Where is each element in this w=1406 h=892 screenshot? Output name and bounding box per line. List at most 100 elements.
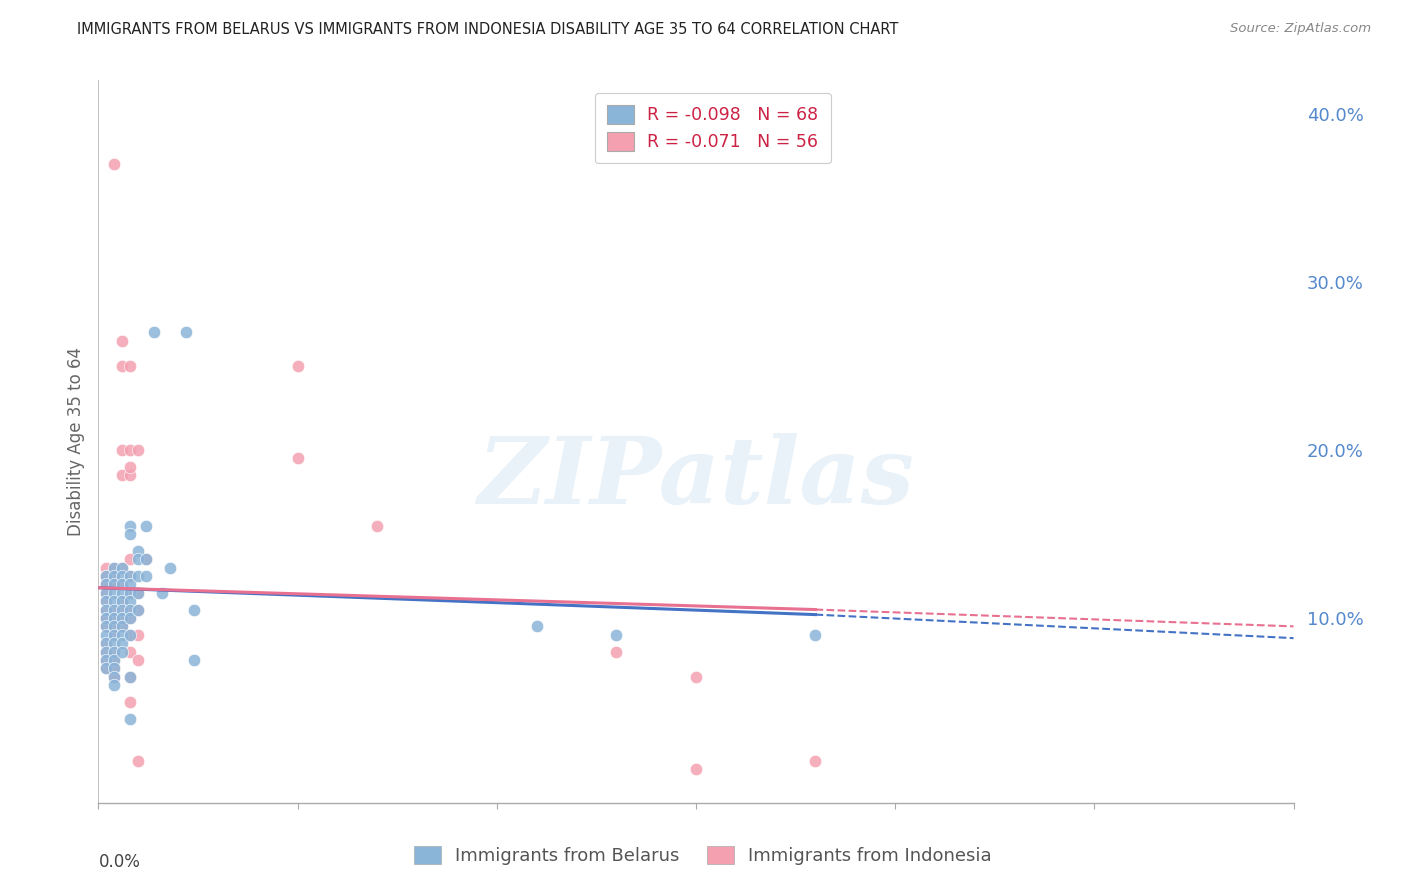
Point xyxy=(96,611,118,625)
Point xyxy=(96,636,118,650)
Point xyxy=(120,442,142,457)
Point xyxy=(96,661,118,675)
Point xyxy=(96,577,118,591)
Text: IMMIGRANTS FROM BELARUS VS IMMIGRANTS FROM INDONESIA DISABILITY AGE 35 TO 64 COR: IMMIGRANTS FROM BELARUS VS IMMIGRANTS FR… xyxy=(77,22,898,37)
Point xyxy=(103,560,125,574)
Point xyxy=(120,602,142,616)
Point xyxy=(120,586,142,600)
Point xyxy=(103,628,125,642)
Point xyxy=(127,442,149,457)
Point xyxy=(111,611,134,625)
Point xyxy=(103,628,125,642)
Point xyxy=(96,611,118,625)
Point xyxy=(120,602,142,616)
Point xyxy=(120,518,142,533)
Point xyxy=(103,644,125,658)
Point xyxy=(111,602,134,616)
Point xyxy=(111,602,134,616)
Point xyxy=(103,602,125,616)
Point xyxy=(183,602,205,616)
Point xyxy=(159,560,181,574)
Point xyxy=(127,653,149,667)
Point xyxy=(804,754,827,768)
Point xyxy=(287,451,309,466)
Point xyxy=(96,653,118,667)
Point xyxy=(120,569,142,583)
Point xyxy=(96,569,118,583)
Point xyxy=(120,611,142,625)
Point xyxy=(127,586,149,600)
Point xyxy=(96,602,118,616)
Point xyxy=(103,586,125,600)
Point xyxy=(120,527,142,541)
Text: 0.0%: 0.0% xyxy=(98,854,141,871)
Point xyxy=(96,628,118,642)
Point xyxy=(120,670,142,684)
Point xyxy=(96,661,118,675)
Point xyxy=(111,468,134,483)
Y-axis label: Disability Age 35 to 64: Disability Age 35 to 64 xyxy=(66,347,84,536)
Point xyxy=(111,577,134,591)
Point xyxy=(96,594,118,608)
Point xyxy=(103,619,125,633)
Point xyxy=(111,334,134,348)
Point xyxy=(96,644,118,658)
Point xyxy=(120,359,142,373)
Point xyxy=(103,594,125,608)
Point xyxy=(120,586,142,600)
Point xyxy=(135,552,157,566)
Point xyxy=(96,594,118,608)
Point xyxy=(120,611,142,625)
Point xyxy=(135,569,157,583)
Point xyxy=(526,619,548,633)
Point xyxy=(103,653,125,667)
Point xyxy=(111,636,134,650)
Legend: R = -0.098   N = 68, R = -0.071   N = 56: R = -0.098 N = 68, R = -0.071 N = 56 xyxy=(595,93,831,163)
Point xyxy=(120,569,142,583)
Point xyxy=(103,157,125,171)
Point xyxy=(111,359,134,373)
Point xyxy=(103,560,125,574)
Point xyxy=(135,518,157,533)
Point xyxy=(111,644,134,658)
Point xyxy=(366,518,388,533)
Point xyxy=(103,670,125,684)
Point xyxy=(135,552,157,566)
Point xyxy=(96,586,118,600)
Point xyxy=(103,611,125,625)
Point xyxy=(127,569,149,583)
Point xyxy=(120,644,142,658)
Point xyxy=(111,594,134,608)
Point xyxy=(605,644,627,658)
Point xyxy=(127,602,149,616)
Point xyxy=(103,602,125,616)
Point xyxy=(143,326,166,340)
Point xyxy=(111,611,134,625)
Point xyxy=(120,577,142,591)
Point xyxy=(120,712,142,726)
Point xyxy=(103,619,125,633)
Point xyxy=(174,326,197,340)
Point xyxy=(103,569,125,583)
Point xyxy=(96,602,118,616)
Text: ZIPatlas: ZIPatlas xyxy=(478,433,914,523)
Point xyxy=(96,577,118,591)
Point xyxy=(111,628,134,642)
Point xyxy=(103,678,125,692)
Point xyxy=(103,636,125,650)
Point xyxy=(111,569,134,583)
Point xyxy=(111,619,134,633)
Point xyxy=(103,577,125,591)
Point xyxy=(111,560,134,574)
Point xyxy=(127,586,149,600)
Point xyxy=(103,611,125,625)
Point xyxy=(96,653,118,667)
Text: Source: ZipAtlas.com: Source: ZipAtlas.com xyxy=(1230,22,1371,36)
Point xyxy=(685,670,707,684)
Point xyxy=(120,628,142,642)
Point xyxy=(127,552,149,566)
Point xyxy=(127,628,149,642)
Point xyxy=(96,619,118,633)
Point xyxy=(120,670,142,684)
Point xyxy=(103,653,125,667)
